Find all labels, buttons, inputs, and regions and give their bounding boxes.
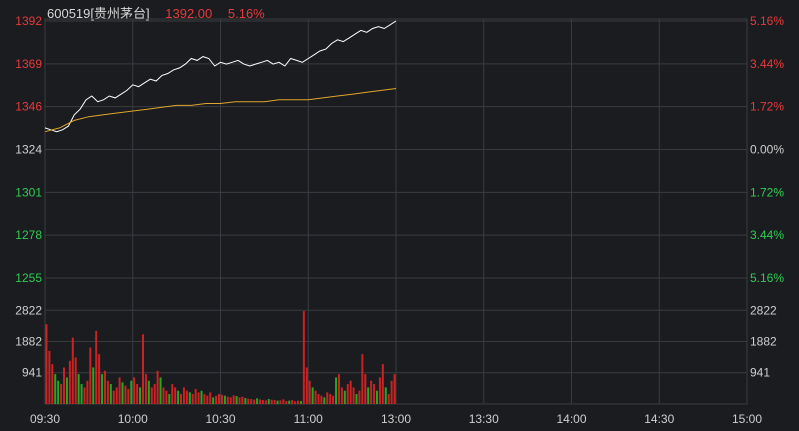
volume-tick-label: 1882 [15, 334, 42, 348]
volume-tick-label-right: 2822 [750, 303, 777, 317]
price-tick-label: 1369 [15, 57, 42, 71]
volume-tick-label: 2822 [15, 303, 42, 317]
price-tick-label: 1255 [15, 271, 42, 285]
pct-tick-label: 0.00% [750, 143, 784, 157]
time-tick-label: 14:30 [644, 412, 674, 426]
change-percent: 5.16% [227, 6, 265, 21]
time-tick-label: 10:30 [205, 412, 235, 426]
time-tick-label: 13:00 [381, 412, 411, 426]
price-tick-label: 1301 [15, 185, 42, 199]
pct-tick-label: 1.72% [750, 185, 784, 199]
average-price-line [44, 88, 397, 133]
stock-code: 600519 [47, 6, 91, 21]
pct-tick-label: 3.44% [750, 57, 784, 71]
price-line [44, 20, 397, 133]
volume-tick-label: 941 [22, 366, 42, 380]
pct-tick-label: 5.16% [750, 14, 784, 28]
time-tick-label: 11:00 [294, 412, 323, 426]
price-tick-label: 1392 [15, 14, 42, 28]
volume-tick-label-right: 941 [750, 366, 770, 380]
price-tick-label: 1278 [15, 228, 42, 242]
time-tick-label: 15:00 [732, 412, 762, 426]
volume-tick-label-right: 1882 [750, 334, 777, 348]
last-price: 1392.00 [165, 6, 213, 21]
price-tick-label: 1324 [15, 143, 42, 157]
time-tick-label: 10:00 [118, 412, 148, 426]
pct-tick-label: 5.16% [750, 271, 784, 285]
time-tick-label: 13:30 [469, 412, 499, 426]
stock-name: [贵州茅台] [90, 6, 150, 21]
time-tick-label: 14:00 [556, 412, 586, 426]
pct-tick-label: 3.44% [750, 228, 784, 242]
quote-header: 600519[贵州茅台] 1392.00 5.16% [47, 3, 277, 22]
time-tick-label: 09:30 [30, 412, 60, 426]
pct-tick-label: 1.72% [750, 100, 784, 114]
price-tick-label: 1346 [15, 100, 42, 114]
